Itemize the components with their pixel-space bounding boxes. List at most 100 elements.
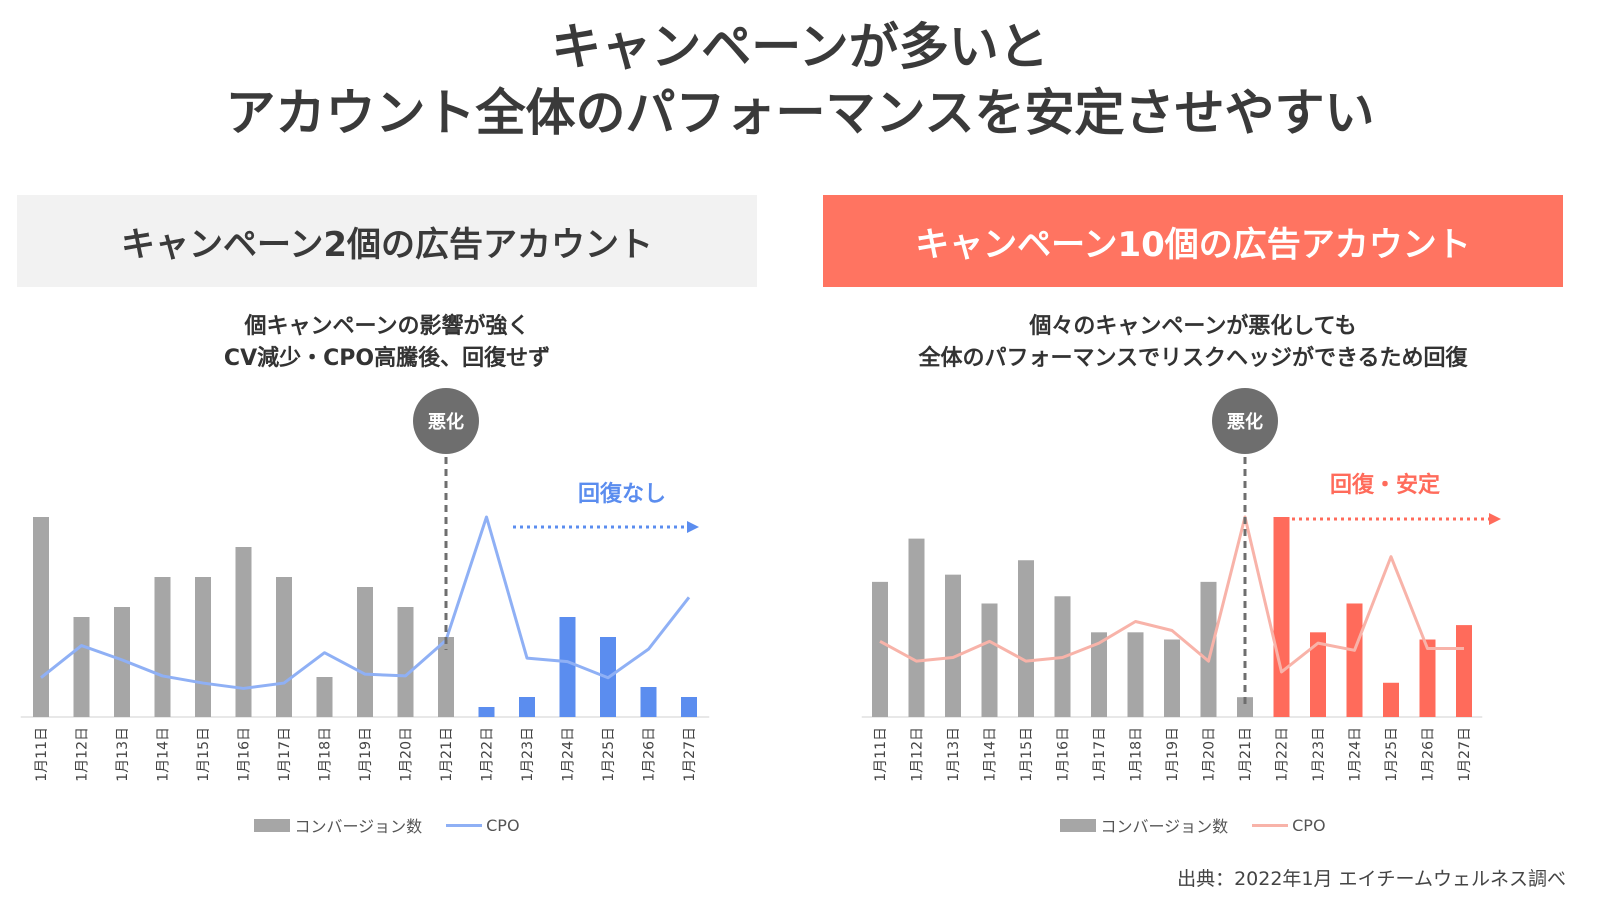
panel-subtitle-line1: 個々のキャンペーンが悪化しても	[1029, 314, 1357, 339]
bar-conversions	[73, 617, 90, 717]
x-tick-label: 1月21日	[439, 727, 455, 782]
annotation-arrowhead	[1489, 513, 1501, 525]
chart-legend: コンバージョン数 CPO	[17, 813, 757, 837]
bar-conversions	[640, 687, 657, 717]
x-tick-label: 1月27日	[1457, 727, 1473, 782]
bar-conversions	[195, 577, 211, 717]
bar-conversions	[1273, 517, 1290, 717]
x-tick-label: 1月15日	[196, 727, 212, 782]
main-title-line1: キャンペーンが多いと	[551, 18, 1049, 76]
panel-subtitle-line1: 個キャンペーンの影響が強く	[244, 314, 530, 339]
bar-conversions	[154, 577, 171, 717]
bar-conversions	[945, 574, 961, 717]
panel-heading: キャンペーン2個の広告アカウント	[17, 195, 757, 287]
bar-conversions	[908, 538, 925, 717]
x-tick-label: 1月22日	[480, 727, 496, 782]
x-tick-label: 1月19日	[358, 727, 374, 782]
legend-item-cpo: CPO	[1252, 815, 1326, 835]
x-tick-label: 1月25日	[601, 727, 617, 782]
x-tick-label: 1月24日	[1348, 727, 1364, 782]
bar-conversions	[478, 707, 495, 717]
bar-conversions	[1346, 603, 1363, 717]
legend-swatch-line	[1252, 823, 1289, 827]
bar-conversions	[872, 581, 888, 717]
legend-label-conversions: コンバージョン数	[1100, 817, 1229, 836]
legend-swatch-bar	[1060, 818, 1097, 832]
x-tick-label: 1月21日	[1238, 727, 1254, 782]
panel-subtitle-line2: 全体のパフォーマンスでリスクヘッジができるため回復	[918, 346, 1468, 371]
x-tick-label: 1月20日	[1202, 727, 1218, 782]
bar-conversions	[1237, 697, 1253, 717]
bar-conversions	[1091, 632, 1107, 717]
x-tick-label: 1月19日	[1165, 727, 1181, 782]
bar-conversions	[114, 607, 130, 717]
legend-item-cpo: CPO	[446, 815, 520, 835]
line-cpo	[879, 515, 1464, 674]
bar-conversions	[559, 617, 576, 717]
legend-label-conversions: コンバージョン数	[294, 817, 423, 836]
bar-conversions	[235, 547, 252, 717]
x-tick-label: 1月16日	[237, 727, 253, 782]
x-tick-label: 1月11日	[873, 727, 889, 782]
bar-conversions	[1456, 625, 1472, 717]
x-tick-label: 1月12日	[910, 727, 926, 782]
event-marker-circle	[1212, 388, 1278, 454]
source-note: 出典：2022年1月 エイチームウェルネス調べ	[1177, 868, 1566, 890]
x-tick-label: 1月13日	[115, 727, 131, 782]
legend-item-conversions: コンバージョン数	[1060, 813, 1228, 837]
panel-subtitle: 個々のキャンペーンが悪化しても 全体のパフォーマンスでリスクヘッジができるため回…	[823, 311, 1563, 375]
bar-conversions	[1310, 632, 1326, 717]
x-tick-label: 1月22日	[1275, 727, 1291, 782]
x-tick-label: 1月11日	[34, 727, 50, 782]
x-tick-label: 1月13日	[946, 727, 962, 782]
bar-conversions	[276, 577, 292, 717]
x-tick-label: 1月25日	[1384, 727, 1400, 782]
chart-legend: コンバージョン数 CPO	[823, 813, 1563, 837]
x-tick-label: 1月12日	[75, 727, 91, 782]
legend-label-cpo: CPO	[486, 815, 520, 835]
panel-two-campaigns: キャンペーン2個の広告アカウント 個キャンペーンの影響が強く CV減少・CPO高…	[17, 195, 757, 895]
main-title: キャンペーンが多いと アカウント全体のパフォーマンスを安定させやすい	[0, 14, 1600, 146]
line-cpo	[40, 515, 691, 690]
bar-conversions	[681, 697, 697, 717]
bar-conversions	[1419, 639, 1436, 717]
bar-conversions	[438, 637, 454, 717]
x-tick-label: 1月20日	[399, 727, 415, 782]
bar-conversions	[1383, 682, 1399, 717]
x-tick-label: 1月24日	[561, 727, 577, 782]
x-tick-label: 1月27日	[682, 727, 698, 782]
bar-conversions	[357, 587, 373, 717]
bar-conversions	[519, 697, 535, 717]
annotation-label: 回復なし	[578, 481, 666, 507]
bar-conversions	[981, 603, 998, 717]
bar-conversions	[1127, 632, 1144, 717]
bar-conversions	[1164, 639, 1180, 717]
x-tick-label: 1月23日	[520, 727, 536, 782]
x-tick-label: 1月18日	[318, 727, 334, 782]
bar-conversions	[33, 517, 49, 717]
panel-heading: キャンペーン10個の広告アカウント	[823, 195, 1563, 287]
x-tick-label: 1月17日	[1092, 727, 1108, 782]
legend-swatch-line	[446, 823, 483, 827]
x-tick-label: 1月14日	[983, 727, 999, 782]
panel-subtitle: 個キャンペーンの影響が強く CV減少・CPO高騰後、回復せず	[17, 311, 757, 375]
x-tick-label: 1月26日	[642, 727, 658, 782]
bar-conversions	[397, 607, 414, 717]
x-tick-label: 1月14日	[156, 727, 172, 782]
event-marker-circle	[413, 388, 479, 454]
x-tick-label: 1月15日	[1019, 727, 1035, 782]
legend-label-cpo: CPO	[1292, 815, 1326, 835]
panel-ten-campaigns: キャンペーン10個の広告アカウント 個々のキャンペーンが悪化しても 全体のパフォ…	[823, 195, 1563, 895]
panel-subtitle-line2: CV減少・CPO高騰後、回復せず	[223, 346, 551, 371]
main-title-line2: アカウント全体のパフォーマンスを安定させやすい	[225, 84, 1375, 142]
event-marker-label: 悪化	[1227, 411, 1263, 433]
bar-conversions	[1200, 581, 1217, 717]
bar-conversions	[316, 677, 333, 717]
event-marker-label: 悪化	[428, 411, 464, 433]
legend-item-conversions: コンバージョン数	[254, 813, 422, 837]
legend-swatch-bar	[254, 818, 291, 832]
x-tick-label: 1月18日	[1129, 727, 1145, 782]
bar-conversions	[1018, 560, 1034, 717]
